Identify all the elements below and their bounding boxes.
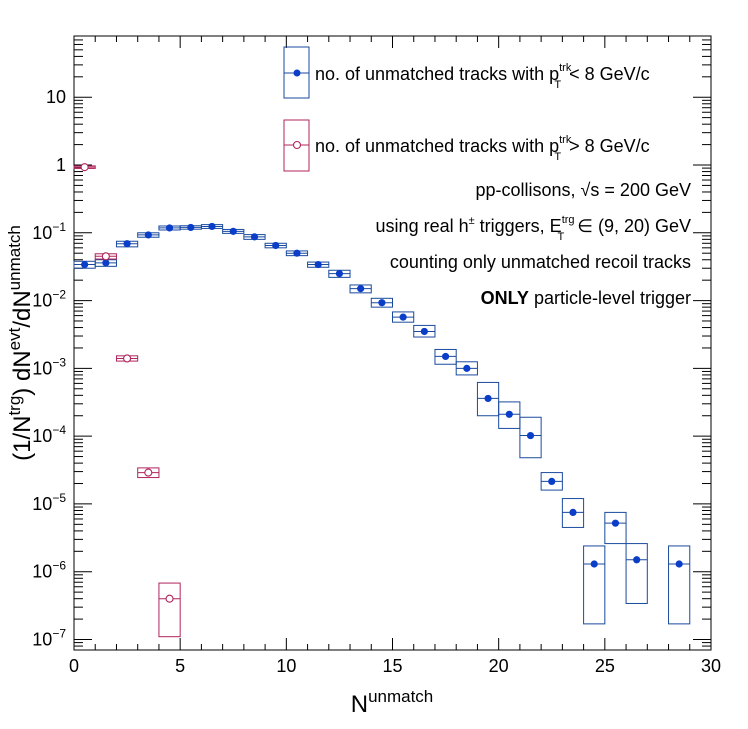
annotation-energy: pp-collisons, √s = 200 GeV — [475, 180, 691, 200]
y-axis-ticks: 10−7 10−6 10−5 10−4 10−3 10−2 10−1 1 10 — [32, 35, 711, 651]
legend-label-series-1: no. of unmatched tracks with ptrk T < 8 G… — [315, 62, 650, 91]
legend-label-series-2: no. of unmatched tracks with ptrk T > 8 G… — [315, 134, 650, 163]
sys-box — [583, 545, 606, 625]
y-tick-label: 10−5 — [32, 491, 66, 514]
data-point — [80, 163, 89, 172]
data-point — [102, 259, 110, 267]
annotations: pp-collisons, √s = 200 GeV using real h±… — [376, 180, 691, 308]
series-2 — [73, 163, 181, 638]
data-point — [675, 560, 683, 568]
data-point — [484, 394, 492, 403]
annotation-particle-level: ONLY particle-level trigger — [481, 288, 691, 308]
y-tick-label: 10−1 — [32, 220, 66, 243]
data-point — [144, 231, 152, 239]
x-axis-ticks: 0 5 10 15 20 25 30 — [69, 36, 721, 676]
data-point — [101, 252, 110, 261]
data-point — [420, 327, 428, 336]
series-layer — [73, 163, 691, 638]
y-tick-label: 10−2 — [32, 288, 66, 311]
y-axis-title: (1/Ntrg) dNevt/dNunmatch — [5, 225, 36, 461]
data-point — [229, 227, 237, 235]
y-tick-label: 1 — [56, 155, 66, 175]
y-tick-label: 10−7 — [32, 626, 66, 649]
data-point — [357, 285, 365, 293]
data-point — [250, 233, 259, 241]
data-point — [569, 508, 577, 516]
series-1 — [73, 222, 691, 625]
annotation-recoil: counting only unmatched recoil tracks — [390, 252, 691, 272]
x-tick-label: 10 — [276, 656, 296, 676]
sys-box — [625, 543, 648, 604]
data-point — [399, 313, 407, 321]
data-point — [208, 222, 216, 231]
y-tick-label: 10−3 — [32, 355, 66, 378]
x-axis-title: Nunmatch — [351, 687, 434, 718]
x-tick-label: 0 — [69, 656, 79, 676]
data-point — [463, 364, 471, 372]
annotation-trigger: using real h± triggers, Etrg T ∈ (9, 20) … — [376, 214, 691, 243]
data-point — [187, 223, 195, 232]
data-point — [548, 477, 556, 485]
data-point — [144, 468, 153, 477]
sys-box — [498, 401, 521, 429]
data-point — [505, 410, 513, 418]
y-tick-label: 10−6 — [32, 559, 66, 582]
data-point — [293, 249, 301, 257]
data-point — [611, 519, 620, 527]
data-point — [81, 260, 89, 269]
sys-box — [158, 582, 181, 638]
sys-box — [519, 416, 542, 459]
data-point — [526, 431, 535, 440]
sys-box — [476, 381, 500, 417]
x-tick-label: 25 — [595, 656, 615, 676]
data-point — [335, 269, 344, 278]
y-tick-label: 10 — [46, 87, 66, 107]
y-tick-label: 10−4 — [32, 423, 66, 446]
data-point — [441, 352, 450, 361]
data-point — [633, 556, 641, 564]
data-point — [165, 224, 174, 232]
sys-box — [561, 498, 585, 528]
plot-frame — [73, 35, 712, 651]
data-point — [314, 260, 322, 269]
data-point — [165, 594, 174, 603]
x-tick-label: 30 — [701, 656, 721, 676]
sys-box — [604, 511, 627, 545]
data-point — [123, 240, 131, 248]
x-tick-label: 20 — [489, 656, 509, 676]
data-point — [590, 560, 598, 568]
legend: no. of unmatched tracks with ptrk T < 8 G… — [283, 46, 650, 172]
data-point — [378, 299, 386, 307]
x-tick-label: 5 — [175, 656, 185, 676]
legend-marker-series-2 — [292, 140, 302, 150]
data-point — [123, 354, 132, 363]
sys-box — [668, 545, 691, 625]
legend-marker-series-1 — [293, 69, 301, 77]
data-point — [272, 241, 280, 250]
x-tick-label: 15 — [382, 656, 402, 676]
